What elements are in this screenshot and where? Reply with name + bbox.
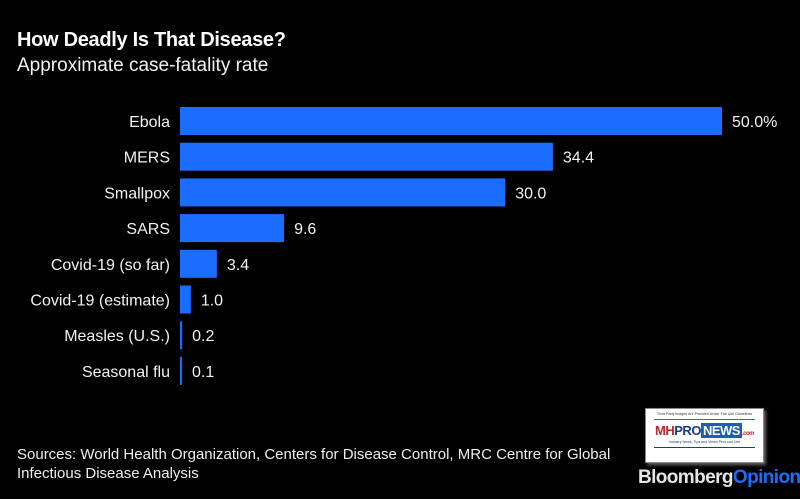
data-label: 0.1 [192, 364, 214, 381]
bar-mers [180, 142, 553, 171]
category-label: Covid-19 (so far) [51, 257, 170, 274]
logo-pro: PRO [674, 423, 701, 438]
bar-covid-19-estimate [180, 285, 191, 314]
data-label: 1.0 [201, 293, 223, 310]
bloomberg-opinion-logo: BloombergOpinion [638, 467, 800, 489]
data-label: 30.0 [515, 185, 546, 202]
bar-chart: Ebola 50.0% MERS 34.4 Smallpox 30.0 SARS 9.6 Cov… [30, 107, 777, 385]
data-label: 0.2 [192, 328, 214, 345]
category-label: Smallpox [104, 185, 170, 202]
category-label: Ebola [129, 114, 170, 131]
watermark-tagline: Industry News, Tips and Views Pros can U… [668, 440, 741, 444]
data-label: 50.0% [732, 114, 777, 131]
logo-mh: MH [655, 423, 675, 438]
chart-title: How Deadly Is That Disease? [17, 29, 286, 51]
category-label: Seasonal flu [82, 364, 170, 381]
logo-news: NEWS [700, 423, 742, 438]
mhpronews-logo: MHPRO NEWS .com [646, 423, 763, 438]
data-label: 3.4 [227, 257, 249, 274]
brand-bloomberg: Bloomberg [638, 467, 733, 488]
bar-smallpox [180, 178, 506, 207]
category-label: MERS [124, 150, 170, 167]
category-label: Measles (U.S.) [64, 328, 170, 345]
logo-com: .com [741, 431, 755, 437]
bar-ebola [180, 107, 722, 135]
watermark-disclaimer: Third Party Images Are Provided Under Fa… [656, 412, 753, 416]
mhpronews-watermark: Third Party Images Are Provided Under Fa… [645, 408, 764, 463]
source-note: Sources: World Health Organization, Cent… [17, 446, 611, 482]
watermark-divider [654, 419, 755, 420]
category-label: Covid-19 (estimate) [30, 293, 170, 310]
brand-opinion: Opinion [732, 467, 800, 488]
data-label: 9.6 [294, 221, 316, 238]
category-label: SARS [126, 221, 170, 238]
chart-subtitle: Approximate case-fatality rate [17, 55, 269, 76]
bar-measles-u-s [180, 321, 183, 350]
data-label: 34.4 [563, 150, 594, 167]
watermark-divider-bottom [654, 447, 755, 448]
bar-seasonal-flu [180, 356, 182, 385]
bar-sars [180, 214, 285, 243]
bar-covid-19-so-far [180, 249, 217, 278]
